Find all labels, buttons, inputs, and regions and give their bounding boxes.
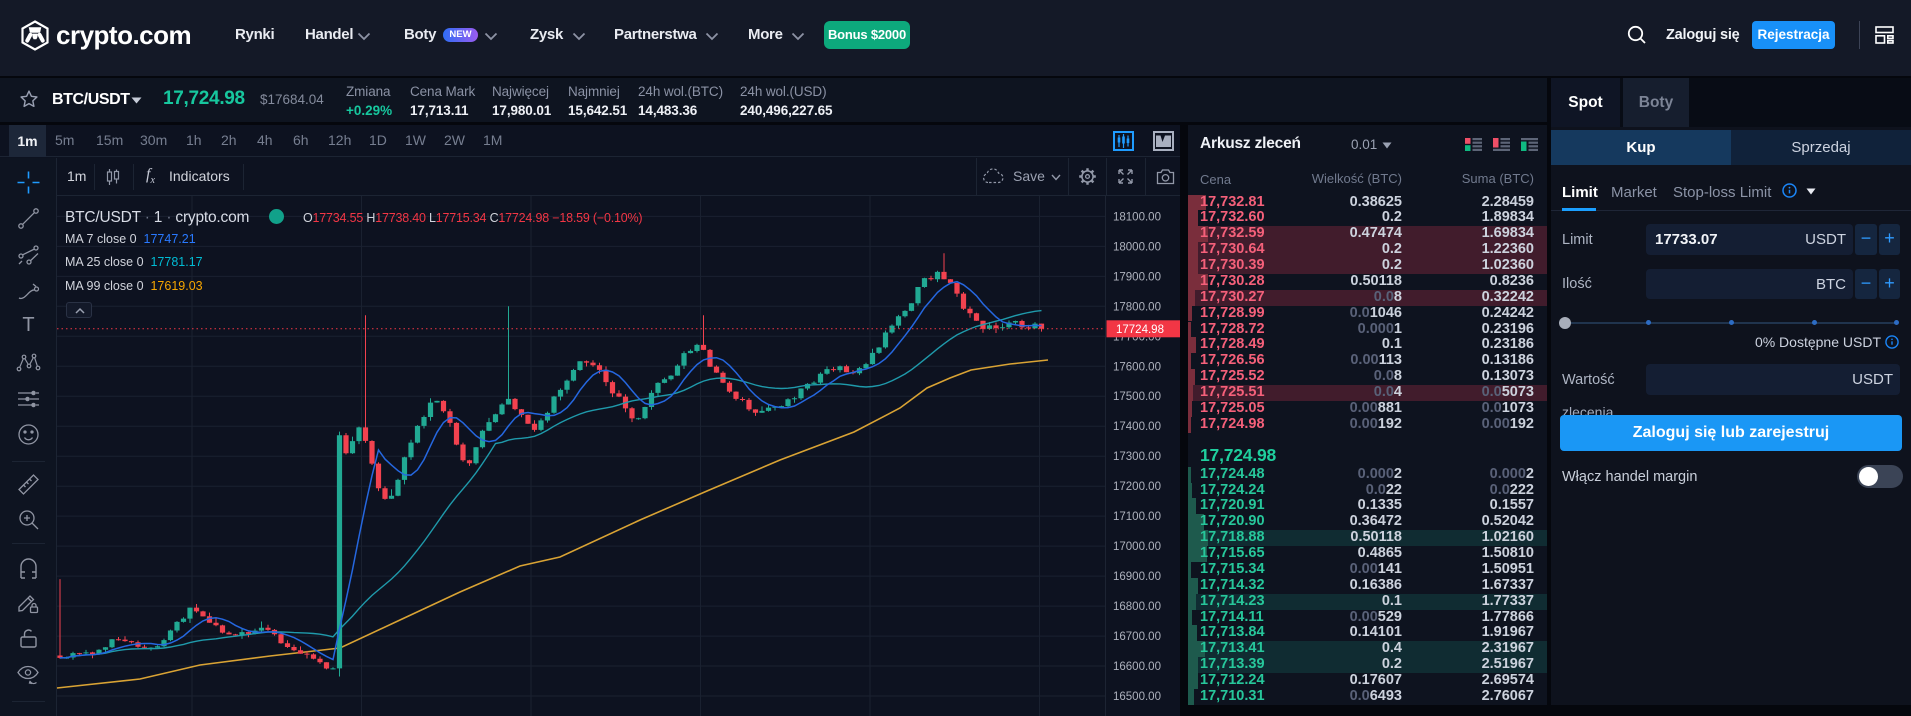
- svg-text:16700.00: 16700.00: [1113, 631, 1161, 643]
- svg-text:17600.00: 17600.00: [1113, 361, 1161, 373]
- svg-text:17800.00: 17800.00: [1113, 301, 1161, 313]
- svg-text:17724.98: 17724.98: [1116, 324, 1164, 336]
- svg-text:16500.00: 16500.00: [1113, 691, 1161, 703]
- svg-text:16900.00: 16900.00: [1113, 571, 1161, 583]
- svg-text:17200.00: 17200.00: [1113, 481, 1161, 493]
- svg-text:18100.00: 18100.00: [1113, 211, 1161, 223]
- svg-text:16800.00: 16800.00: [1113, 601, 1161, 613]
- svg-text:17000.00: 17000.00: [1113, 541, 1161, 553]
- svg-text:17300.00: 17300.00: [1113, 451, 1161, 463]
- svg-text:17500.00: 17500.00: [1113, 391, 1161, 403]
- svg-text:17100.00: 17100.00: [1113, 511, 1161, 523]
- svg-text:16600.00: 16600.00: [1113, 661, 1161, 673]
- svg-text:17400.00: 17400.00: [1113, 421, 1161, 433]
- svg-text:18000.00: 18000.00: [1113, 241, 1161, 253]
- svg-text:17900.00: 17900.00: [1113, 271, 1161, 283]
